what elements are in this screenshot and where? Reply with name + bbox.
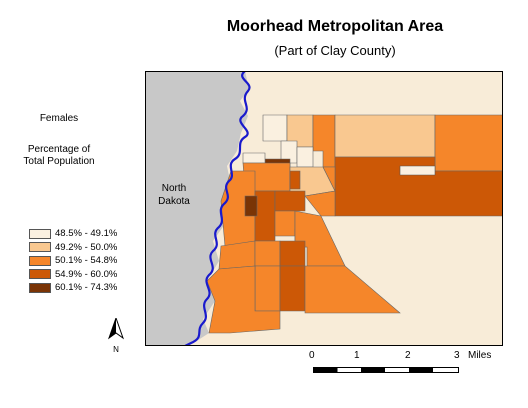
legend-item: 50.1% - 54.8% <box>29 254 117 268</box>
red-river <box>184 71 251 346</box>
tract-southeast <box>304 265 401 314</box>
legend-subheading-line2: Total Population <box>23 156 95 167</box>
tract-north-5 <box>434 114 503 172</box>
map-subtitle: (Part of Clay County) <box>274 43 396 58</box>
legend-label: 54.9% - 60.0% <box>55 268 118 280</box>
legend-swatch <box>29 242 51 253</box>
tract-mid-dark-2 <box>244 195 258 217</box>
legend-item: 49.2% - 50.0% <box>29 241 117 255</box>
legend-swatch <box>29 269 51 280</box>
tract-south-2 <box>254 240 281 267</box>
tract-south-4 <box>254 265 281 312</box>
north-arrow-icon <box>108 316 124 340</box>
north-arrow-label: N <box>113 345 119 354</box>
scale-tick-label: 3 <box>454 350 460 361</box>
legend-subheading-line1: Percentage of <box>27 144 91 155</box>
map-title: Moorhead Metropolitan Area <box>226 18 444 35</box>
legend-list: 48.5% - 49.1% 49.2% - 50.0% 50.1% - 54.8… <box>29 227 117 295</box>
legend-swatch <box>29 255 51 266</box>
legend-label: 60.1% - 74.3% <box>55 282 118 294</box>
tract-south-1 <box>218 240 256 270</box>
tract-center-3 <box>289 170 301 190</box>
tract-mid-2 <box>274 210 296 237</box>
legend-item: 60.1% - 74.3% <box>29 281 117 295</box>
legend-item: 48.5% - 49.1% <box>29 227 117 241</box>
legend-label: 48.5% - 49.1% <box>55 228 118 240</box>
tract-inner-2 <box>296 146 314 168</box>
tract-south-5 <box>279 265 306 312</box>
north-dakota-label: North Dakota <box>154 182 194 208</box>
tract-southwest <box>206 265 281 334</box>
north-dakota-label-line1: North <box>161 183 187 194</box>
north-dakota-label-line2: Dakota <box>158 196 190 207</box>
tract-downtown-2 <box>242 152 266 164</box>
map-border <box>145 71 503 346</box>
scale-bar: 0 1 2 3 Miles <box>305 350 505 380</box>
scale-tick-label: 1 <box>354 350 360 361</box>
legend-item: 54.9% - 60.0% <box>29 268 117 282</box>
tract-mid-1 <box>274 190 306 212</box>
tract-east-notch <box>399 165 436 176</box>
legend-swatch <box>29 282 51 293</box>
map-panel <box>145 71 503 346</box>
tract-south-3 <box>279 240 306 267</box>
legend-swatch <box>29 228 51 239</box>
legend-label: 50.1% - 54.8% <box>55 255 118 267</box>
north-dakota-area <box>145 71 249 346</box>
scale-tick-label: 2 <box>405 350 411 361</box>
legend-heading: Females <box>39 113 79 124</box>
tract-mid-dark-1 <box>254 190 276 242</box>
legend-label: 49.2% - 50.0% <box>55 241 118 253</box>
tract-north-1 <box>262 114 288 142</box>
north-arrow: N <box>106 316 126 354</box>
scale-bar-graphic <box>313 367 459 373</box>
scale-tick-label: 0 <box>309 350 315 361</box>
tract-north-4 <box>334 114 436 158</box>
scale-unit-label: Miles <box>468 350 492 361</box>
